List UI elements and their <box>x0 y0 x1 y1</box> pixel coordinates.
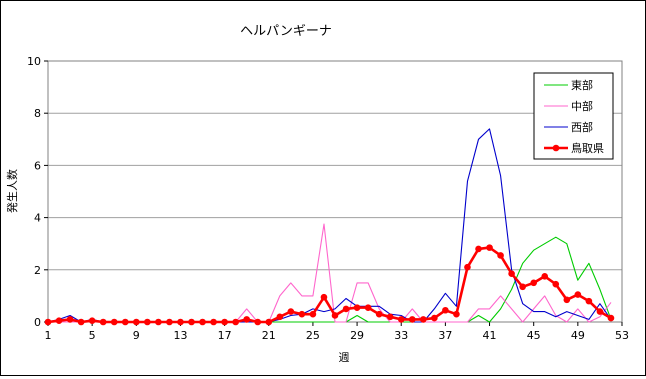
data-point <box>320 293 328 301</box>
y-axis-ticks: 0 2 4 6 8 10 <box>27 55 48 329</box>
x-axis-label: 週 <box>339 351 350 364</box>
data-point <box>397 316 405 323</box>
data-point <box>375 310 383 318</box>
data-point <box>66 316 74 323</box>
data-point <box>530 279 537 287</box>
x-tick-label: 37 <box>438 329 452 342</box>
x-tick-label: 41 <box>483 329 497 342</box>
data-point <box>574 291 582 298</box>
legend-label: 東部 <box>571 78 593 92</box>
data-point <box>221 318 228 326</box>
chart-title: ヘルパンギーナ <box>240 24 332 39</box>
data-point <box>243 316 250 323</box>
series-line <box>48 236 612 323</box>
legend-marker <box>552 144 560 152</box>
data-point <box>44 318 52 326</box>
data-point <box>508 270 515 278</box>
data-point <box>486 244 493 251</box>
data-point <box>199 318 206 326</box>
data-point <box>408 316 416 323</box>
x-tick-label: 49 <box>571 329 585 342</box>
data-point <box>353 304 361 311</box>
legend-box <box>533 72 614 160</box>
data-point <box>386 313 394 321</box>
data-point <box>497 252 504 259</box>
x-tick-label: 1 <box>45 329 52 342</box>
x-tick-label: 45 <box>527 329 541 342</box>
series-line <box>47 246 612 324</box>
data-point <box>453 310 460 318</box>
data-point <box>519 283 526 291</box>
data-point <box>331 312 339 319</box>
data-point <box>563 296 571 304</box>
data-point <box>177 318 184 326</box>
y-tick-label: 2 <box>34 264 41 277</box>
data-point <box>585 297 593 305</box>
series-3 <box>47 128 612 323</box>
y-tick-label: 0 <box>34 316 41 329</box>
legend-label: 西部 <box>571 120 593 134</box>
x-tick-label: 13 <box>173 329 187 342</box>
data-point <box>155 318 162 326</box>
data-point <box>88 317 96 324</box>
data-point <box>431 314 438 322</box>
data-point <box>464 263 471 271</box>
data-point <box>364 304 372 311</box>
data-point <box>475 245 482 253</box>
data-point <box>442 306 449 314</box>
data-point <box>166 318 173 326</box>
data-point <box>144 318 151 326</box>
x-tick-label: 33 <box>394 329 408 342</box>
data-point <box>276 313 284 321</box>
y-tick-label: 4 <box>34 212 41 225</box>
y-tick-label: 6 <box>34 159 41 172</box>
data-point <box>541 273 549 280</box>
data-point <box>121 318 129 326</box>
y-tick-label: 8 <box>34 107 41 120</box>
data-point <box>309 310 317 318</box>
data-point <box>552 280 560 288</box>
x-tick-label: 25 <box>306 329 320 342</box>
series-1 <box>48 236 612 323</box>
gridlines <box>48 112 622 271</box>
x-tick-label: 9 <box>133 329 140 342</box>
data-point <box>77 318 85 326</box>
x-axis-ticks: 1 5 9 13 17 21 25 29 33 37 41 45 49 53 <box>45 322 629 342</box>
data-point <box>420 316 427 323</box>
data-point <box>607 314 615 322</box>
series-4 <box>44 244 615 326</box>
data-point <box>99 318 107 326</box>
data-point <box>287 308 295 315</box>
legend-label: 中部 <box>571 99 593 113</box>
x-tick-label: 17 <box>218 329 232 342</box>
y-tick-label: 10 <box>27 55 41 68</box>
data-point <box>254 318 262 326</box>
data-point <box>110 318 118 326</box>
data-point <box>55 317 63 324</box>
data-point <box>342 305 350 313</box>
data-point <box>188 318 195 326</box>
x-tick-label: 5 <box>89 329 96 342</box>
data-point <box>133 318 140 326</box>
series-layer <box>44 128 615 326</box>
series-line <box>47 128 612 323</box>
data-point <box>265 318 273 326</box>
x-tick-label: 53 <box>615 329 629 342</box>
data-point <box>210 318 217 326</box>
data-point <box>596 308 604 315</box>
y-axis-label: 発生人数 <box>5 169 19 213</box>
data-point <box>232 318 239 326</box>
x-tick-label: 29 <box>350 329 364 342</box>
x-tick-label: 21 <box>262 329 276 342</box>
legend-label: 鳥取県 <box>571 141 604 155</box>
data-point <box>298 310 306 318</box>
